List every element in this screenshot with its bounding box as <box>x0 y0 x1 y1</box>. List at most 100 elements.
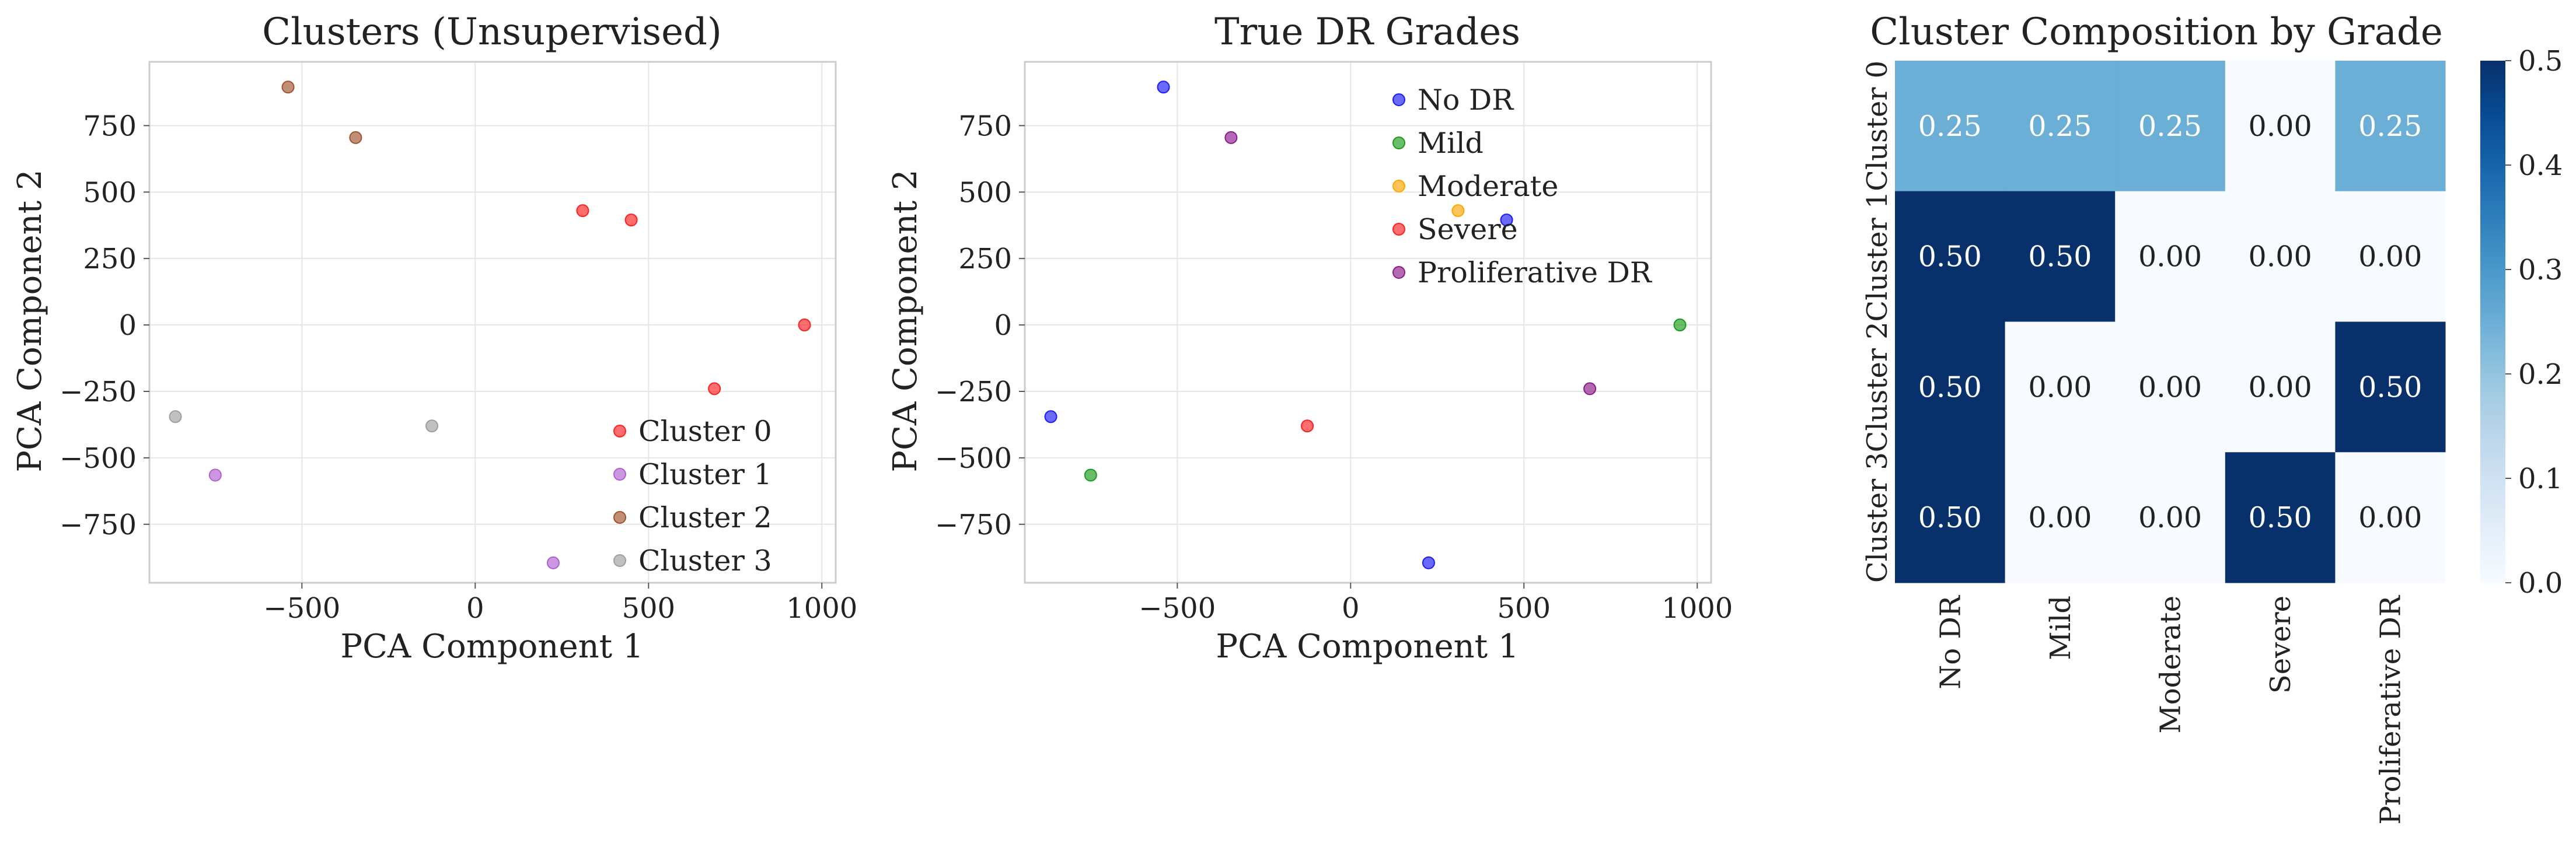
heatmap-cell <box>2005 321 2116 453</box>
point-cluster-0 <box>708 382 721 396</box>
heatmap-cell-label: 0.00 <box>2138 370 2202 404</box>
point-proliferative-dr <box>1583 382 1597 396</box>
point-cluster-0 <box>576 204 589 218</box>
y-tick-label: 0 <box>994 309 1012 342</box>
x-tick-label: 0 <box>466 592 484 625</box>
heatmap-cell-label: 0.00 <box>2028 501 2092 534</box>
y-tick-label: −750 <box>60 509 137 541</box>
legend-marker-cluster-2 <box>613 511 626 524</box>
composition-title: Cluster Composition by Grade <box>1870 10 2443 54</box>
legend-label-no-dr: No DR <box>1418 83 1514 117</box>
column-label-no-dr: No DR <box>1934 594 1967 690</box>
point-cluster-1 <box>208 468 222 482</box>
y-tick-label: 250 <box>83 243 137 275</box>
legend-marker-mild <box>1392 136 1405 149</box>
column-label-mild: Mild <box>2044 596 2077 660</box>
heatmap-cell-label: 0.50 <box>1918 501 1982 534</box>
heatmap-cell <box>2005 452 2116 583</box>
y-tick-label: 0 <box>118 309 137 342</box>
heatmap-cell <box>2225 452 2336 583</box>
legend-marker-moderate <box>1392 180 1405 192</box>
heatmap-cell-label: 0.00 <box>2249 240 2312 274</box>
legend-label-cluster-0: Cluster 0 <box>638 415 772 448</box>
colorbar-tick-label: 0.3 <box>2518 254 2563 286</box>
heatmap-cell-label: 0.00 <box>2249 110 2312 143</box>
point-no-dr <box>1044 410 1057 424</box>
point-cluster-0 <box>798 318 811 332</box>
legend-marker-proliferative-dr <box>1392 266 1405 279</box>
heatmap-cell <box>1895 321 2006 453</box>
composition-heatmap-panel: Cluster Composition by Grade 0.25 0.25 0.2… <box>1861 10 2563 825</box>
colorbar-tick-label: 0.5 <box>2518 45 2563 78</box>
x-tick-label: −500 <box>1139 592 1216 625</box>
legend-label-cluster-2: Cluster 2 <box>638 501 772 534</box>
legend-marker-cluster-1 <box>613 468 626 481</box>
y-tick-label: −500 <box>935 442 1012 475</box>
point-cluster-3 <box>169 410 182 424</box>
heatmap-cell-label: 0.50 <box>1918 240 1982 274</box>
heatmap-cell <box>2225 61 2336 192</box>
x-tick-label: 500 <box>1497 592 1551 625</box>
x-tick-label: 0 <box>1342 592 1360 625</box>
plot-frame <box>148 61 837 584</box>
heatmap-cell-label: 0.00 <box>2358 240 2422 274</box>
x-tick-label: −500 <box>263 592 340 625</box>
legend-label-severe: Severe <box>1418 213 1518 246</box>
column-label-proliferative-dr: Proliferative DR <box>2375 594 2407 824</box>
legend-label-mild: Mild <box>1418 127 1484 160</box>
legend-label-moderate: Moderate <box>1418 170 1558 203</box>
point-mild <box>1084 468 1097 482</box>
clusters-title: Clusters (Unsupervised) <box>262 10 722 54</box>
heatmap-cell <box>2335 452 2446 583</box>
y-tick-label: 750 <box>958 110 1012 142</box>
legend-marker-cluster-3 <box>613 554 626 567</box>
colorbar-tick-label: 0.1 <box>2518 463 2563 495</box>
heatmap-cell <box>2005 61 2116 192</box>
legend-label-proliferative-dr: Proliferative DR <box>1418 256 1653 289</box>
heatmap-cell <box>1895 452 2006 583</box>
heatmap-cell <box>2225 191 2336 322</box>
point-cluster-2 <box>281 80 295 94</box>
heatmap-cell <box>2115 321 2226 453</box>
heatmap-cell-label: 0.50 <box>1918 370 1982 404</box>
clusters-xlabel: PCA Component 1 <box>340 628 643 666</box>
y-tick-label: −250 <box>935 376 1012 408</box>
row-label-cluster-1: Cluster 1 <box>1861 191 1894 322</box>
heatmap-cell <box>1895 191 2006 322</box>
heatmap-cell-label: 0.50 <box>2028 240 2092 274</box>
point-cluster-0 <box>624 214 638 227</box>
x-tick-label: 500 <box>622 592 675 625</box>
row-label-cluster-3: Cluster 3 <box>1861 452 1894 583</box>
heatmap-cell <box>2115 452 2226 583</box>
point-cluster-1 <box>546 556 560 569</box>
grades-xlabel: PCA Component 1 <box>1216 628 1519 666</box>
point-moderate <box>1451 204 1465 218</box>
heatmap-cell <box>2335 191 2446 322</box>
clusters-scatter-panel: Clusters (Unsupervised) PCA Component 1 … <box>11 10 857 666</box>
colorbar-bar <box>2480 61 2505 583</box>
point-no-dr <box>1500 214 1513 227</box>
legend-label-cluster-1: Cluster 1 <box>638 458 772 491</box>
heatmap-cell <box>2115 191 2226 322</box>
heatmap-cell <box>2335 321 2446 453</box>
y-tick-label: 500 <box>83 176 137 209</box>
colorbar-tick-label: 0.4 <box>2518 149 2563 182</box>
y-tick-label: −500 <box>60 442 137 475</box>
heatmap-cell <box>2115 61 2226 192</box>
heatmap-cell-label: 0.50 <box>2358 370 2422 404</box>
column-label-moderate: Moderate <box>2155 596 2187 733</box>
grades-scatter-panel: True DR Grades PCA Component 1 PCA Compo… <box>886 10 1733 666</box>
grades-ylabel: PCA Component 2 <box>886 169 924 472</box>
row-label-cluster-0: Cluster 0 <box>1861 61 1894 191</box>
heatmap-cell-label: 0.00 <box>2249 370 2312 404</box>
legend-label-cluster-3: Cluster 3 <box>638 544 772 578</box>
point-mild <box>1673 318 1687 332</box>
y-tick-label: −750 <box>935 509 1012 541</box>
legend-marker-cluster-0 <box>613 425 626 438</box>
column-label-severe: Severe <box>2264 596 2297 694</box>
legend-marker-no-dr <box>1392 93 1405 106</box>
heatmap-cell-label: 0.25 <box>2138 110 2202 143</box>
heatmap-cell <box>2335 61 2446 192</box>
heatmap-cell-label: 0.50 <box>2249 501 2312 534</box>
point-cluster-2 <box>349 131 362 144</box>
